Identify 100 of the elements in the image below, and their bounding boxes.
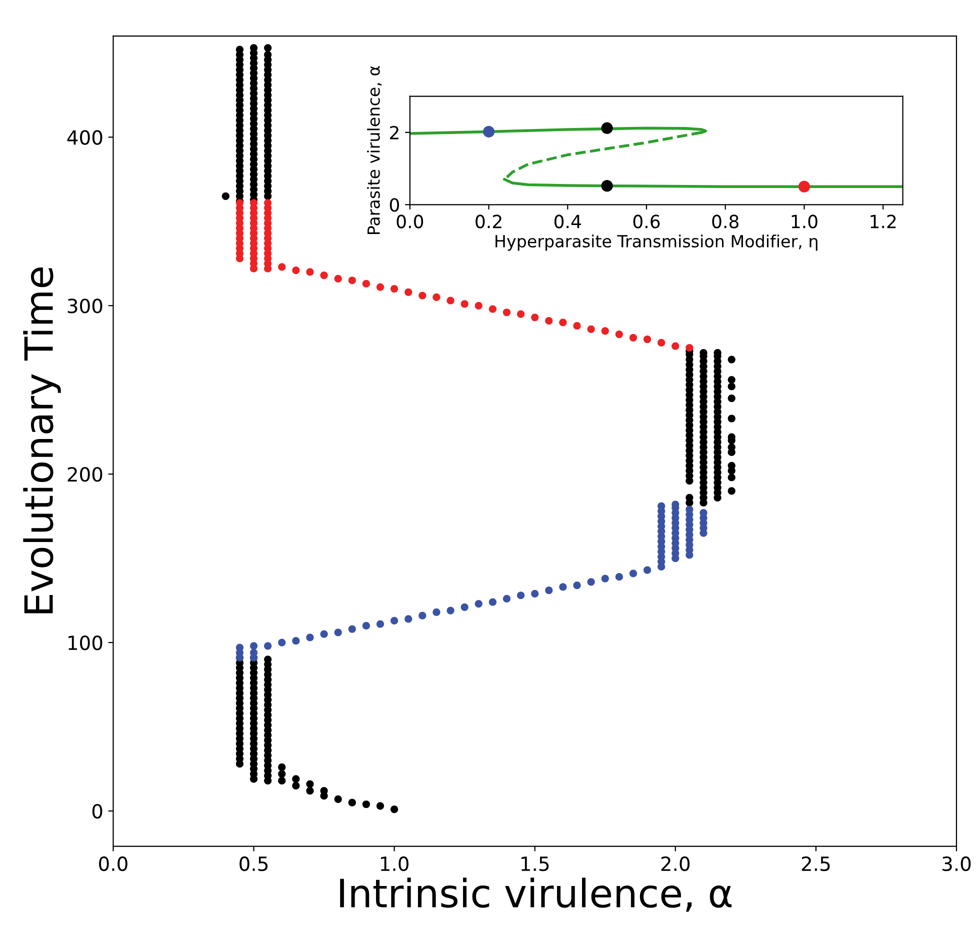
point — [488, 305, 496, 313]
point — [348, 276, 356, 284]
x-tick-label: 1.5 — [522, 856, 549, 872]
point — [516, 592, 525, 600]
x-tick-label: 0.5 — [240, 856, 268, 872]
point — [320, 272, 328, 280]
point — [460, 300, 468, 308]
point — [222, 192, 230, 200]
point — [264, 642, 272, 650]
point — [728, 487, 736, 495]
point — [728, 474, 736, 482]
point — [418, 612, 426, 620]
point — [306, 634, 314, 642]
point — [292, 637, 300, 645]
x-tick-label: 0.4 — [554, 214, 581, 228]
point — [531, 590, 539, 598]
point — [587, 325, 595, 334]
point — [728, 394, 736, 402]
point — [672, 342, 680, 350]
x-tick-label: 3.0 — [942, 856, 971, 872]
point — [278, 770, 286, 778]
point — [446, 296, 454, 304]
point — [728, 376, 736, 384]
point — [728, 382, 736, 390]
point — [376, 802, 384, 810]
point — [686, 344, 694, 352]
point — [278, 776, 286, 784]
y-tick-label: 0 — [92, 804, 102, 819]
point — [250, 642, 258, 650]
x-tick-label: 2.0 — [661, 856, 690, 872]
point — [278, 763, 286, 771]
point — [728, 462, 736, 470]
point — [686, 494, 694, 502]
point — [362, 280, 370, 288]
point — [278, 263, 286, 271]
point — [432, 293, 440, 302]
x-tick-label: 1.0 — [380, 856, 408, 872]
point — [587, 578, 595, 586]
y-tick-label: 100 — [68, 635, 102, 650]
point — [502, 308, 511, 316]
point — [292, 782, 300, 790]
point — [559, 318, 567, 326]
x-axis-title: Hyperparasite Transmission Modifier, η — [496, 234, 818, 251]
point — [236, 644, 244, 652]
point — [573, 322, 581, 330]
point — [362, 622, 370, 630]
point — [348, 625, 356, 633]
point — [264, 50, 272, 58]
y-tick-label: 300 — [68, 298, 102, 314]
point — [629, 334, 638, 342]
point — [798, 180, 810, 192]
point — [474, 600, 482, 608]
point — [264, 44, 272, 52]
x-tick-label: 0.6 — [633, 214, 660, 228]
point — [502, 594, 511, 603]
point — [545, 586, 553, 594]
point — [531, 314, 539, 322]
point — [292, 266, 300, 274]
y-axis-title: Parasite virulence, α — [367, 66, 382, 234]
point — [601, 122, 613, 134]
point — [236, 46, 244, 54]
point — [643, 566, 652, 574]
point — [573, 581, 581, 590]
point — [306, 786, 314, 795]
point — [376, 620, 384, 628]
point — [615, 573, 623, 581]
point — [460, 603, 468, 611]
point — [658, 338, 666, 346]
point — [418, 292, 426, 300]
y-tick-label: 0 — [390, 198, 399, 212]
point — [446, 606, 454, 614]
y-tick-label: 2 — [390, 126, 398, 140]
y-axis-title: Evolutionary Time — [23, 267, 61, 614]
point — [601, 180, 613, 192]
y-tick-label: 400 — [67, 130, 102, 145]
x-axis-title: Intrinsic virulence, α — [340, 878, 732, 912]
point — [348, 798, 356, 806]
point — [404, 615, 412, 623]
point — [278, 638, 286, 646]
point — [334, 274, 342, 282]
point — [334, 628, 342, 636]
point — [643, 336, 652, 344]
x-tick-label: 0.0 — [99, 856, 128, 872]
x-tick-label: 0.8 — [712, 214, 738, 228]
point — [432, 608, 440, 616]
point — [728, 443, 736, 451]
x-tick-label: 0.2 — [476, 214, 502, 228]
point — [376, 283, 384, 291]
point — [601, 574, 609, 582]
point — [658, 502, 666, 510]
point — [390, 284, 398, 293]
point — [686, 506, 694, 514]
x-tick-label: 1.2 — [870, 214, 896, 228]
point — [545, 316, 553, 325]
point — [601, 327, 609, 335]
point — [306, 780, 314, 788]
y-tick-label: 200 — [68, 467, 102, 482]
point — [474, 302, 482, 310]
point — [320, 630, 328, 638]
point — [615, 330, 623, 338]
